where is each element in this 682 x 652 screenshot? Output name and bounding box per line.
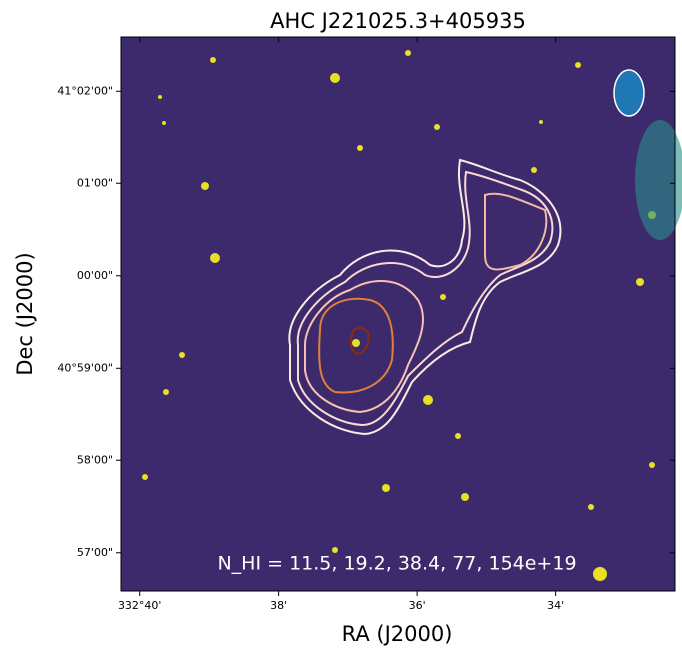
y-tick-label: 40°59'00" — [57, 361, 113, 374]
image-background — [121, 37, 675, 591]
x-tick-label: 36' — [409, 599, 426, 612]
x-tick-label: 38' — [270, 599, 287, 612]
stars — [142, 50, 656, 581]
galaxy-glow — [635, 120, 682, 240]
x-axis-label: RA (J2000) — [342, 622, 453, 646]
sky-image: N_HI = 11.5, 19.2, 38.4, 77, 154e+19 — [120, 36, 682, 592]
y-tick-label: 01'00" — [77, 176, 113, 189]
x-tick-label: 34' — [547, 599, 564, 612]
beam — [613, 69, 645, 117]
y-tick-label: 41°02'00" — [57, 84, 113, 97]
contours — [288, 158, 562, 436]
chart-title: AHC J221025.3+405935 — [270, 9, 526, 33]
y-tick-label: 57'00" — [77, 546, 113, 559]
annotation: N_HI = 11.5, 19.2, 38.4, 77, 154e+19 — [217, 553, 576, 575]
y-tick-label: 00'00" — [77, 269, 113, 282]
y-tick-label: 58'00" — [77, 453, 113, 466]
x-tick-label: 332°40' — [118, 599, 162, 612]
plot-frame — [120, 36, 676, 592]
y-axis-label: Dec (J2000) — [13, 252, 37, 375]
